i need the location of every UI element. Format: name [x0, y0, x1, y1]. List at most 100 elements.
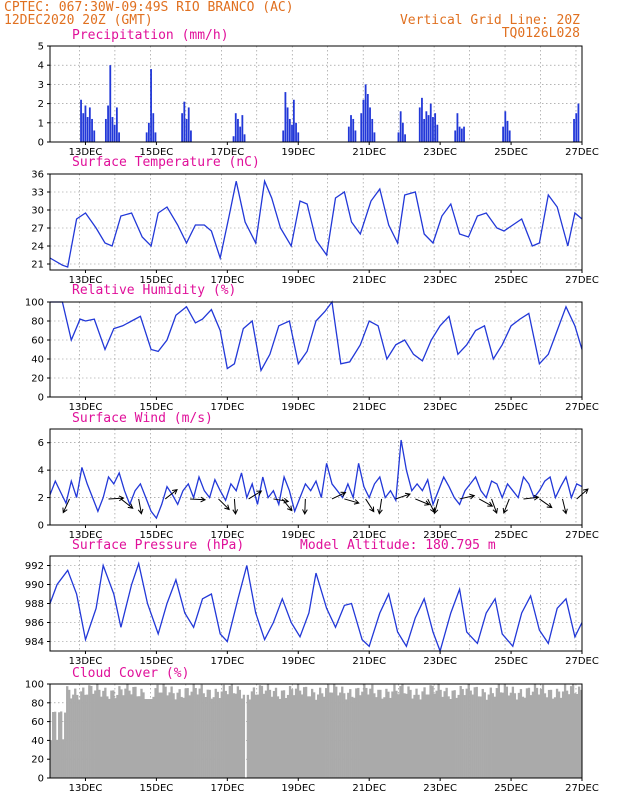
x-tick-label: 25DEC: [494, 530, 528, 541]
cloud-cover-bar: [547, 689, 551, 778]
precipitation-bar: [88, 107, 91, 142]
y-tick-label: 990: [25, 580, 44, 591]
precipitation-bar: [347, 126, 350, 142]
precipitation-bar: [297, 132, 300, 142]
y-tick-label: 986: [25, 618, 44, 629]
cloud-cover-bar: [196, 694, 199, 778]
cloud-cover-bar: [385, 688, 388, 778]
cloud-cover-bar: [495, 688, 498, 778]
plot-frame: [49, 683, 583, 779]
x-tick-label: 27DEC: [565, 656, 599, 667]
precipitation-bar: [397, 132, 400, 142]
precipitation-bar: [427, 115, 430, 142]
x-tick-label: 23DEC: [423, 530, 457, 541]
wind-direction-arrow: [120, 498, 134, 509]
cloud-cover-bar: [160, 692, 163, 778]
wind-direction-arrow: [164, 489, 178, 500]
cloud-cover-bar: [176, 692, 179, 778]
cloud-cover-bar: [329, 692, 332, 778]
wind-direction-arrow: [491, 498, 498, 515]
cloud-cover-bar: [166, 695, 169, 778]
cloud-cover-bar: [497, 684, 500, 778]
cloud-cover-bar: [347, 692, 350, 778]
x-tick-label: 25DEC: [494, 275, 528, 286]
precipitation-bar: [454, 130, 457, 142]
x-tick-label: 27DEC: [565, 147, 599, 158]
cloud-cover-bar: [537, 694, 541, 778]
cloud-cover-bar: [246, 694, 250, 778]
cloud-cover-bar: [132, 686, 135, 778]
cloud-cover-bar: [569, 686, 573, 778]
cloud-cover-bar: [224, 690, 227, 778]
cloud-cover-bar: [541, 684, 545, 778]
cloud-cover-bar: [519, 689, 523, 778]
x-tick-label: 27DEC: [565, 402, 599, 413]
precipitation-bar: [577, 103, 580, 142]
cloud-cover-bar: [152, 696, 155, 778]
cloud-cover-bar: [477, 696, 480, 778]
precipitation-bar: [364, 84, 367, 142]
cloud-cover-bar: [240, 698, 244, 778]
series-line: [49, 561, 583, 654]
cloud-cover-bar: [349, 689, 352, 778]
cloud-cover-bar: [194, 688, 197, 778]
cloud-cover-bar: [539, 688, 543, 778]
cloud-cover-bar: [262, 693, 266, 778]
cloud-cover-bar: [409, 689, 412, 778]
cloud-cover-bar: [351, 696, 354, 778]
precipitation-bar: [432, 117, 434, 142]
precipitation-bar: [86, 117, 89, 142]
cloud-cover-bar: [200, 684, 203, 778]
cloud-cover-bar: [423, 687, 426, 778]
y-tick-label: 5: [38, 42, 44, 53]
x-tick-label: 27DEC: [565, 783, 599, 794]
precipitation-bar: [456, 113, 459, 142]
x-tick-label: 25DEC: [494, 147, 528, 158]
cloud-cover-bar: [80, 691, 83, 778]
y-tick-label: 4: [38, 466, 44, 477]
precipitation-bar: [404, 134, 406, 142]
cloud-cover-bar: [417, 694, 420, 778]
cloud-cover-bar: [84, 694, 87, 778]
cloud-cover-bar: [323, 696, 326, 778]
precipitation-bar: [84, 105, 87, 142]
cloud-cover-bar: [393, 684, 396, 778]
cloud-cover-bar: [437, 684, 440, 778]
cloud-cover-bar: [210, 698, 213, 778]
cloud-cover-bar: [333, 684, 336, 778]
plot-frame: [49, 428, 583, 526]
cloud-cover-bar: [443, 691, 446, 778]
wind-direction-arrow: [190, 496, 207, 503]
x-tick-label: 17DEC: [210, 275, 244, 286]
cloud-cover-bar: [252, 687, 256, 778]
cloud-cover-bar: [533, 684, 537, 778]
y-tick-label: 6: [38, 438, 44, 449]
header-grid-line: Vertical Grid Line: 20Z: [400, 13, 580, 28]
panel-precipitation: Precipitation (mm/h) 0 1 2 3 4 5 13DEC 15DEC 17D…: [38, 28, 599, 158]
cloud-cover-bar: [148, 699, 151, 778]
cloud-cover-bar: [292, 695, 296, 778]
wind-direction-arrow: [415, 498, 431, 506]
temperature-title: Surface Temperature (nC): [72, 155, 260, 170]
plot-frame: [49, 301, 583, 398]
x-tick-label: 23DEC: [423, 402, 457, 413]
wind-direction-arrow: [281, 498, 293, 512]
cloud-cover-bar: [162, 684, 165, 778]
cloud-cover-bar: [465, 688, 468, 778]
cloud-cover-bar: [134, 686, 137, 778]
precipitation-bar: [109, 65, 112, 142]
cloud-cover-bar: [96, 684, 99, 778]
x-tick-label: 19DEC: [281, 656, 315, 667]
precipitation-bar: [232, 136, 235, 142]
cloud-cover-bar: [170, 686, 173, 778]
cloud-cover-bar: [431, 685, 434, 778]
precipitation-bar: [399, 111, 402, 142]
cloud-cover-bar: [270, 696, 274, 778]
y-tick-label: 30: [31, 206, 44, 217]
cloud-cover-bar: [337, 695, 340, 778]
plot-frame: [49, 45, 583, 143]
cloud-cover-bar: [517, 692, 521, 778]
cloud-cover-bar: [282, 690, 286, 778]
wind-direction-arrow: [302, 498, 308, 515]
